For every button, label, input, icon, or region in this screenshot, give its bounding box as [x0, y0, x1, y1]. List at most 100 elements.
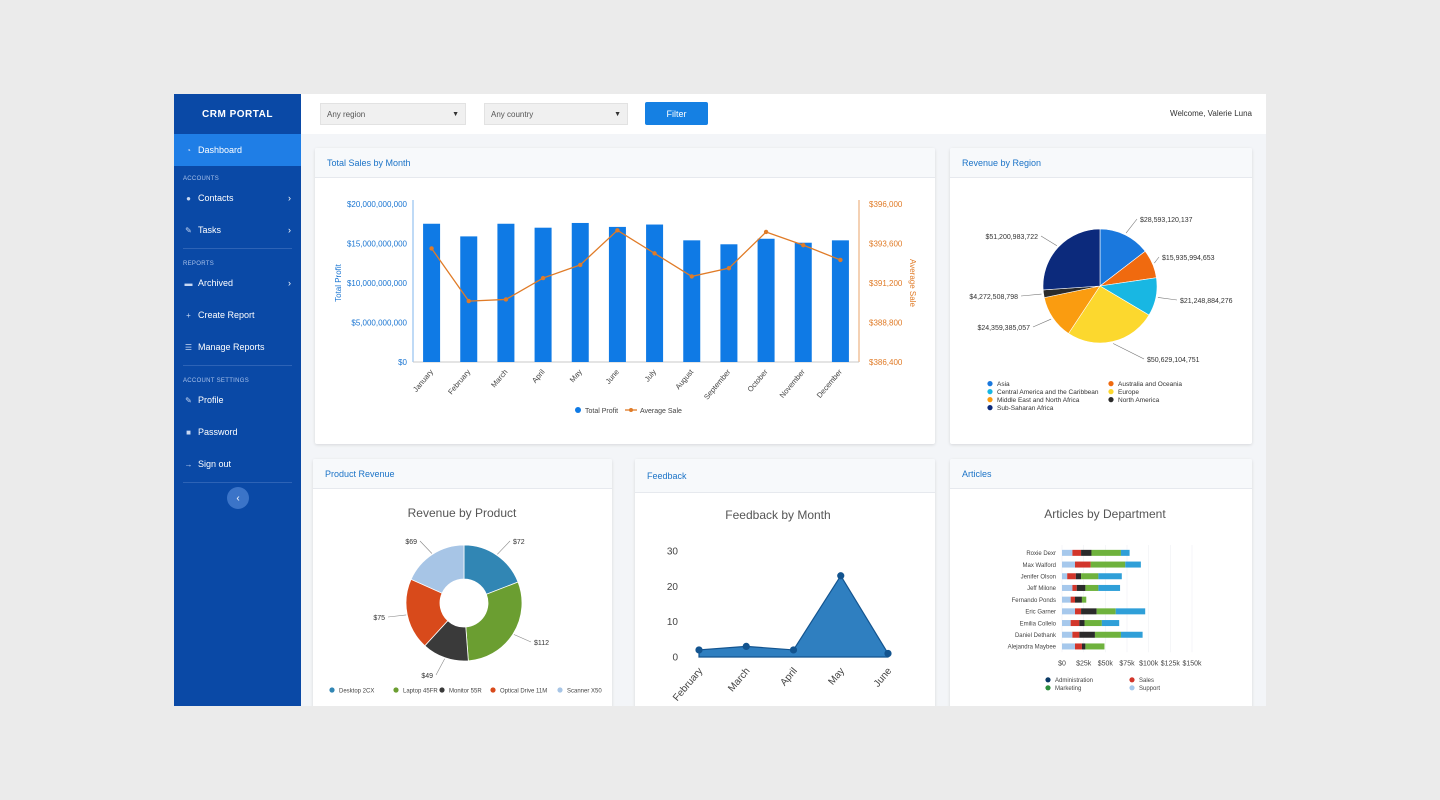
- sidebar-item-create-report[interactable]: + Create Report: [174, 299, 301, 331]
- stacked-bar-segment: [1120, 549, 1130, 556]
- sidebar-item-contacts[interactable]: ● Contacts ›: [174, 182, 301, 214]
- card-title: Revenue by Region: [950, 148, 1252, 178]
- x-tick-label: May: [826, 666, 847, 688]
- dashboard-icon: ◔: [186, 145, 191, 155]
- stacked-bar-segment: [1076, 584, 1086, 591]
- x-tick-label: May: [568, 367, 584, 384]
- sidebar-item-sign-out[interactable]: → Sign out: [174, 448, 301, 480]
- legend-label: Scanner X50: [567, 689, 602, 695]
- stacked-bar-segment: [1085, 643, 1105, 650]
- x-tick-label: $100k: [1139, 660, 1159, 667]
- x-tick-label: $125k: [1161, 660, 1181, 667]
- legend-label: Europe: [1118, 389, 1139, 396]
- donut-leader-line: [419, 540, 433, 554]
- bar-total-profit: [720, 244, 738, 362]
- card-title: Articles: [950, 459, 1252, 489]
- sidebar-item-archived[interactable]: ▬ Archived ›: [174, 267, 301, 299]
- sidebar-item-tasks[interactable]: ✎ Tasks ›: [174, 214, 301, 246]
- legend-marker: [1129, 685, 1135, 691]
- sidebar-item-label: Sign out: [198, 459, 232, 469]
- filter-button[interactable]: Filter: [645, 102, 708, 125]
- crm-app: CRM PORTAL ◔ Dashboard ACCOUNTS ● Contac…: [174, 94, 1266, 706]
- x-tick-label: $150k: [1182, 660, 1202, 667]
- country-select[interactable]: Any country ▼: [484, 103, 628, 125]
- donut-leader-line: [513, 634, 532, 643]
- y-right-axis-label: Average Sale: [908, 259, 917, 307]
- stacked-bar-segment: [1085, 584, 1099, 591]
- average-sale-point: [615, 228, 620, 233]
- sidebar-item-label: Create Report: [198, 310, 255, 320]
- x-tick-label: June: [872, 666, 895, 690]
- stacked-bar-segment: [1098, 584, 1121, 591]
- donut-leader-line: [497, 540, 511, 555]
- sidebar-item-dashboard[interactable]: ◔ Dashboard: [174, 134, 301, 166]
- brand-logo: CRM PORTAL: [202, 108, 273, 120]
- bar-total-profit: [608, 226, 626, 362]
- legend-label: Australia and Oceania: [1118, 381, 1182, 388]
- list-icon: ☰: [184, 342, 193, 352]
- feedback-point: [884, 649, 892, 658]
- x-tick-label: April: [779, 666, 800, 688]
- sign-out-icon: →: [184, 459, 193, 469]
- folder-icon: ▬: [184, 278, 193, 288]
- stacked-bar-segment: [1115, 608, 1146, 615]
- sidebar-item-profile[interactable]: ✎ Profile: [174, 384, 301, 416]
- stacked-bar-segment: [1062, 620, 1071, 627]
- region-select[interactable]: Any region ▼: [320, 103, 466, 125]
- donut-leader-line: [435, 658, 445, 676]
- collapse-sidebar-button[interactable]: ‹: [227, 487, 249, 509]
- average-sale-point: [838, 257, 843, 263]
- donut-slice: [465, 581, 523, 662]
- section-accounts: ACCOUNTS: [183, 176, 220, 182]
- legend-marker: [393, 687, 399, 693]
- pie-leader-line: [1157, 297, 1178, 301]
- stacked-bar-segment: [1062, 561, 1075, 568]
- donut-data-label: $69: [405, 539, 417, 546]
- stacked-bar-segment: [1075, 561, 1091, 568]
- legend-label: Laptop 45FR: [403, 689, 438, 695]
- legend-label: Asia: [997, 381, 1010, 388]
- edit-icon: ✎: [185, 395, 192, 405]
- sidebar-item-label: Archived: [198, 278, 234, 288]
- pie-data-label: $24,359,385,057: [977, 325, 1030, 332]
- bar-total-profit: [683, 240, 701, 362]
- pie-slice: [1068, 285, 1150, 344]
- legend-label: Sales: [1139, 678, 1154, 684]
- stacked-bar-segment: [1081, 549, 1092, 556]
- bar-total-profit: [534, 227, 552, 362]
- average-sale-point: [578, 262, 583, 268]
- x-tick-label: January: [411, 367, 435, 393]
- pie-data-label: $51,200,983,722: [985, 234, 1038, 241]
- y-tick-label: 20: [667, 582, 679, 593]
- sidebar-item-password[interactable]: ■ Password: [174, 416, 301, 448]
- pie-leader-line: [1032, 318, 1052, 328]
- stacked-bar-segment: [1091, 549, 1121, 556]
- legend-marker-average-sale-dot: [629, 408, 633, 412]
- y-tick-label: $20,000,000,000: [347, 200, 408, 209]
- donut-data-label: $112: [534, 640, 549, 647]
- y-right-tick-label: $393,600: [869, 240, 903, 249]
- stacked-bar-segment: [1072, 631, 1080, 638]
- sidebar-item-label: Manage Reports: [198, 342, 265, 352]
- y-right-tick-label: $396,000: [869, 200, 903, 209]
- stacked-bar-segment: [1096, 608, 1116, 615]
- legend-label: Sub-Saharan Africa: [997, 405, 1054, 412]
- legend-label: Central America and the Caribbean: [997, 389, 1099, 396]
- y-tick-label: $5,000,000,000: [351, 319, 407, 328]
- legend-label: Marketing: [1055, 686, 1081, 692]
- bar-total-profit: [794, 242, 812, 362]
- feedback-point: [789, 646, 798, 654]
- donut-data-label: $72: [513, 539, 525, 546]
- average-sale-point: [540, 275, 546, 281]
- pie-leader-line: [1020, 293, 1042, 297]
- sidebar-item-label: Dashboard: [198, 145, 243, 155]
- legend-marker: [329, 687, 335, 693]
- average-sale-point: [763, 229, 769, 235]
- stacked-bar-segment: [1081, 573, 1099, 580]
- bar-total-profit: [423, 223, 441, 362]
- stacked-bar-segment: [1075, 608, 1082, 615]
- stacked-bar-segment: [1081, 596, 1087, 603]
- sidebar-item-manage-reports[interactable]: ☰ Manage Reports: [174, 331, 301, 363]
- x-tick-label: $0: [1058, 660, 1066, 667]
- bar-total-profit: [646, 224, 664, 362]
